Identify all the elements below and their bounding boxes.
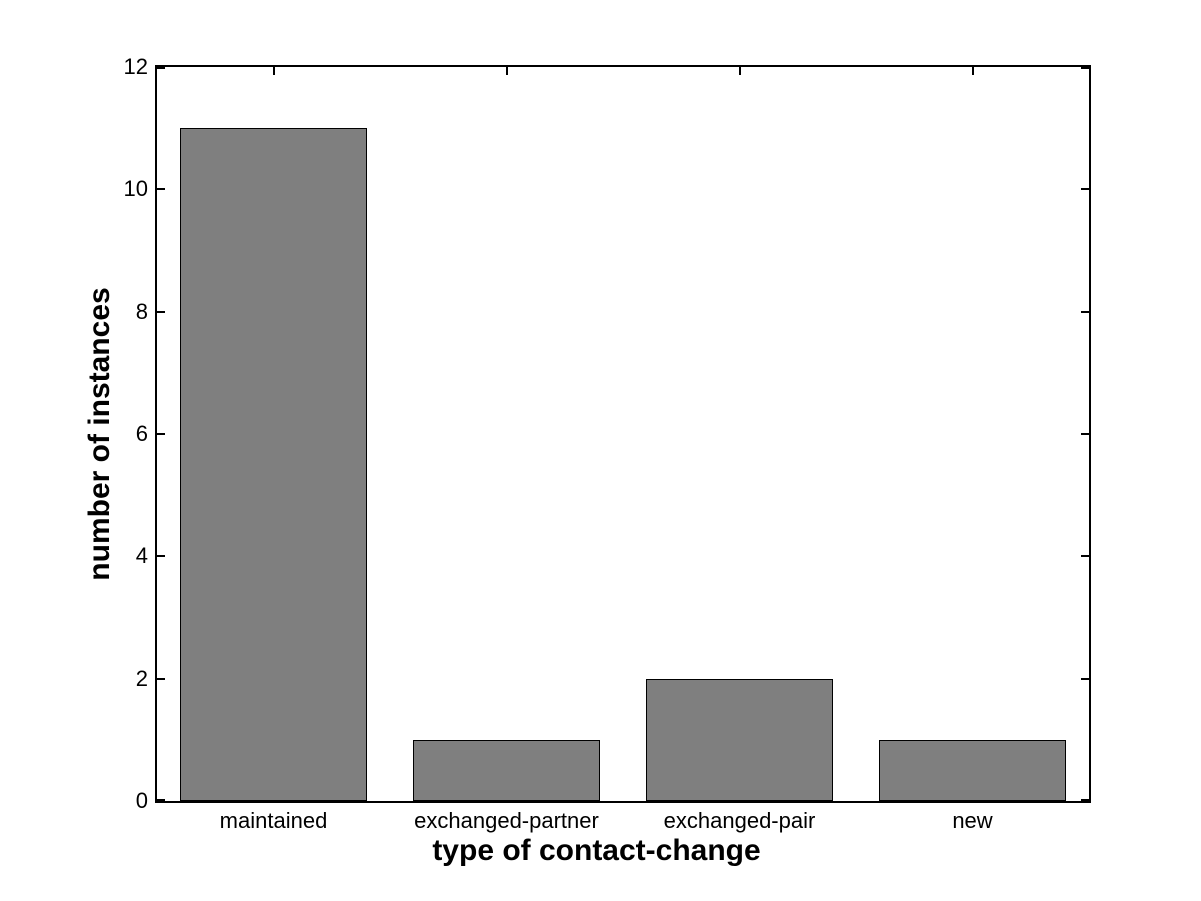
y-tick-y-right-0 — [1081, 799, 1089, 801]
x-tick-label-exchanged-pair: exchanged-pair — [663, 808, 816, 833]
x-tick-label-exchanged-partner: exchanged-partner — [414, 808, 599, 833]
y-tick-y-left-4 — [157, 555, 165, 558]
y-tick-y-right-12 — [1081, 67, 1089, 69]
x-tick-top-exchanged-pair — [738, 67, 741, 75]
y-tick-label-10: 10 — [123, 176, 148, 202]
bar-exchanged-pair — [646, 678, 833, 801]
bar-exchanged-partner — [413, 739, 600, 801]
y-tick-label-6: 6 — [135, 421, 148, 446]
y-tick-y-left-6 — [157, 433, 165, 435]
y-tick-label-4: 4 — [135, 543, 148, 569]
y-tick-label-8: 8 — [135, 298, 148, 324]
y-tick-y-right-2 — [1081, 677, 1089, 680]
x-tick-top-new — [971, 67, 974, 75]
y-tick-y-left-12 — [157, 67, 165, 69]
bar-new — [879, 739, 1066, 801]
y-tick-y-left-2 — [157, 677, 165, 680]
y-tick-label-12: 12 — [123, 54, 148, 79]
plot-area — [155, 65, 1091, 803]
y-tick-y-left-10 — [157, 188, 165, 191]
x-tick-top-exchanged-partner — [505, 67, 508, 75]
y-tick-y-right-4 — [1081, 555, 1089, 558]
x-axis-label: type of contact-change — [0, 834, 1201, 868]
x-tick-label-maintained: maintained — [219, 808, 328, 833]
bar-maintained — [180, 128, 367, 801]
y-tick-y-right-10 — [1081, 188, 1089, 191]
y-tick-y-left-0 — [157, 799, 165, 801]
y-tick-y-right-8 — [1081, 310, 1089, 313]
x-tick-label-new: new — [952, 808, 993, 833]
y-tick-label-0: 0 — [135, 788, 148, 813]
y-tick-y-right-6 — [1081, 433, 1089, 435]
x-axis-label-text: type of contact-change — [432, 834, 761, 867]
y-tick-label-2: 2 — [135, 665, 148, 691]
y-tick-y-left-8 — [157, 310, 165, 313]
x-tick-top-maintained — [272, 67, 275, 75]
